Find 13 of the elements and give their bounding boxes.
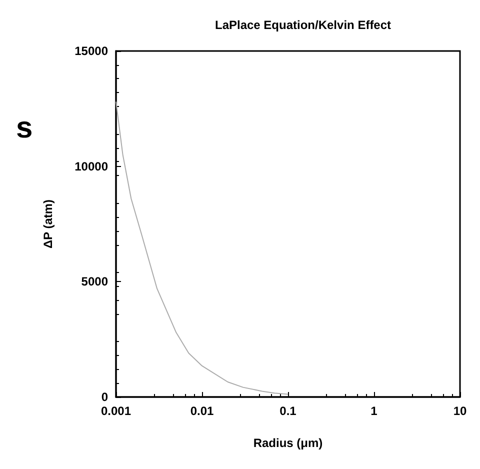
x-tick-label: 0.001: [100, 404, 132, 418]
y-tick-label: 0: [101, 390, 108, 404]
chart-title: LaPlace Equation/Kelvin Effect: [214, 18, 392, 32]
x-tick-label: 0.01: [190, 404, 214, 418]
y-tick-label: 10000: [74, 159, 108, 174]
y-tick-label: 5000: [81, 274, 108, 289]
x-tick-label: 10: [453, 404, 467, 418]
text: s: [16, 112, 33, 144]
y-tick-label: 15000: [74, 44, 108, 58]
x-tick-label: 0.1: [280, 404, 297, 418]
x-axis-title: Radius (μm): [253, 436, 323, 450]
x-tick-label: 1: [370, 404, 378, 418]
y-axis-title: ΔP (atm): [41, 199, 55, 249]
